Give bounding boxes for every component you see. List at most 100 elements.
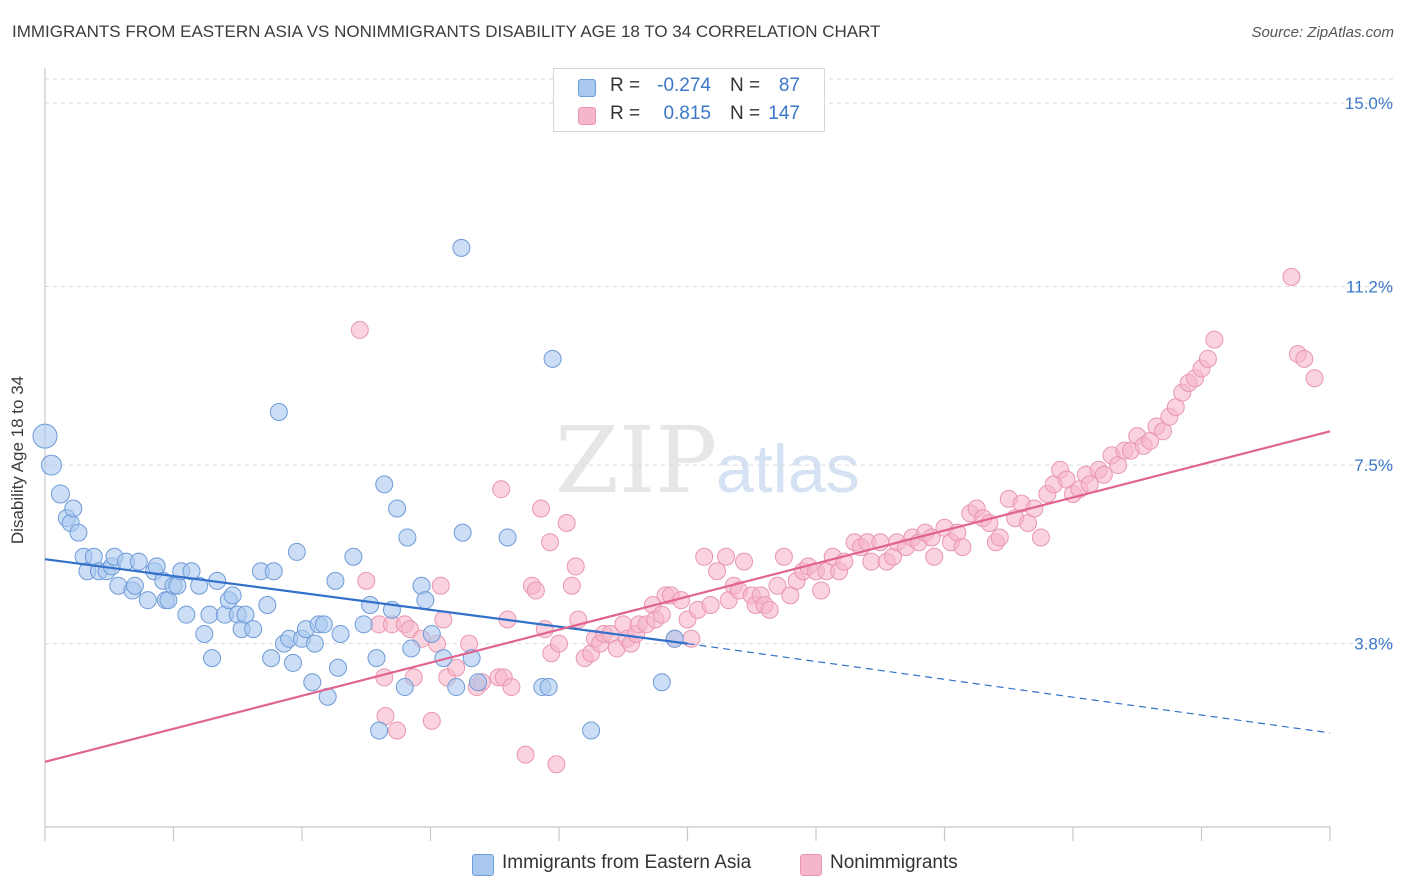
data-point-nonimmigrants: [1198, 349, 1217, 368]
stats-r-label: R =: [610, 103, 641, 124]
stats-row-nonimmigrants: R = 0.815 N = 147: [554, 101, 824, 129]
legend-swatch-pink: [800, 854, 822, 876]
data-point-immigrants: [375, 475, 394, 494]
correlation-stats-box: R = -0.274 N = 87 R = 0.815 N = 147: [553, 68, 825, 132]
data-point-immigrants: [32, 423, 58, 449]
trend-lines: [44, 430, 1331, 763]
data-point-immigrants: [50, 484, 70, 504]
y-tick-label: 11.2%: [1346, 278, 1393, 297]
data-point-immigrants: [138, 591, 157, 610]
data-point-nonimmigrants: [388, 721, 407, 740]
y-tick-label: 15.0%: [1345, 94, 1393, 113]
legend-label: Immigrants from Eastern Asia: [502, 852, 752, 873]
data-point-nonimmigrants: [768, 576, 787, 595]
data-point-immigrants: [262, 649, 281, 668]
stats-r-label: R =: [610, 75, 641, 96]
data-point-immigrants: [447, 678, 466, 697]
stats-swatch-pink: [578, 107, 596, 125]
data-point-immigrants: [370, 721, 389, 740]
data-point-immigrants: [200, 605, 219, 624]
scatter-chart: ZIP atlas 3.8%7.5%11.2%15.0% 0.0%100.0%: [32, 68, 1393, 841]
data-point-nonimmigrants: [434, 610, 453, 629]
stats-n-label: N =: [730, 103, 761, 124]
data-point-immigrants: [344, 547, 363, 566]
data-point-immigrants: [665, 629, 684, 648]
data-point-immigrants: [539, 678, 558, 697]
data-point-immigrants: [129, 552, 148, 571]
watermark-atlas: atlas: [716, 431, 860, 507]
data-point-nonimmigrants: [532, 499, 551, 518]
data-point-nonimmigrants: [502, 678, 521, 697]
data-point-immigrants: [498, 528, 517, 547]
data-point-immigrants: [244, 620, 263, 639]
data-point-nonimmigrants: [566, 557, 585, 576]
stats-r-value: 0.815: [663, 103, 711, 124]
data-point-immigrants: [305, 634, 324, 653]
data-point-immigrants: [652, 673, 671, 692]
data-point-nonimmigrants: [357, 571, 376, 590]
data-point-immigrants: [287, 542, 306, 561]
data-point-immigrants: [190, 576, 209, 595]
data-point-nonimmigrants: [925, 547, 944, 566]
data-point-immigrants: [402, 639, 421, 658]
data-point-nonimmigrants: [550, 634, 568, 653]
data-point-nonimmigrants: [990, 528, 1009, 547]
data-point-immigrants: [398, 528, 417, 547]
data-point-nonimmigrants: [862, 552, 881, 571]
trend-line-immigrants: [44, 558, 688, 645]
data-point-nonimmigrants: [562, 576, 581, 595]
legend-swatch-blue: [472, 854, 494, 876]
data-point-nonimmigrants: [431, 576, 450, 595]
data-point-nonimmigrants: [375, 668, 394, 687]
data-point-nonimmigrants: [350, 320, 369, 339]
data-point-nonimmigrants: [422, 711, 441, 730]
data-point-nonimmigrants: [526, 581, 545, 600]
series-nonimmigrants: [350, 267, 1324, 774]
y-tick-label: 7.5%: [1354, 456, 1393, 475]
data-point-nonimmigrants: [1205, 330, 1224, 349]
data-point-nonimmigrants: [547, 755, 566, 774]
data-point-immigrants: [269, 402, 288, 421]
data-point-immigrants: [125, 576, 144, 595]
data-point-immigrants: [388, 499, 407, 518]
data-point-immigrants: [182, 562, 201, 581]
data-point-nonimmigrants: [953, 538, 972, 557]
data-point-nonimmigrants: [400, 620, 419, 639]
data-point-immigrants: [422, 624, 441, 643]
watermark-zip: ZIP: [555, 407, 717, 514]
stats-n-value: 87: [778, 75, 800, 96]
data-point-nonimmigrants: [717, 547, 736, 566]
data-point-immigrants: [469, 673, 488, 692]
data-point-nonimmigrants: [735, 552, 754, 571]
data-point-immigrants: [326, 571, 345, 590]
data-point-immigrants: [416, 591, 435, 610]
data-point-immigrants: [258, 596, 277, 615]
data-point-immigrants: [40, 454, 62, 476]
data-point-nonimmigrants: [1305, 369, 1324, 388]
data-point-nonimmigrants: [1282, 267, 1301, 286]
data-point-immigrants: [177, 605, 196, 624]
legend: Immigrants from Eastern Asia Nonimmigran…: [0, 850, 1406, 878]
data-point-immigrants: [328, 658, 347, 677]
y-tick-labels: 3.8% 7.5% 11.2% 15.0%: [1345, 94, 1393, 653]
data-point-nonimmigrants: [541, 533, 560, 552]
data-point-immigrants: [582, 721, 601, 740]
data-point-immigrants: [264, 562, 283, 581]
data-point-immigrants: [395, 678, 414, 697]
data-point-nonimmigrants: [1295, 349, 1314, 368]
series-immigrants-eastern-asia: [32, 238, 684, 740]
source-credit: Source: ZipAtlas.com: [1251, 24, 1394, 41]
data-point-immigrants: [69, 523, 88, 542]
data-point-immigrants: [367, 649, 386, 668]
data-point-nonimmigrants: [1094, 465, 1113, 484]
data-point-immigrants: [331, 624, 350, 643]
data-point-immigrants: [284, 653, 303, 672]
data-point-nonimmigrants: [812, 581, 831, 600]
watermark: ZIP atlas: [555, 407, 860, 514]
data-point-immigrants: [453, 523, 472, 542]
y-tick-label: 3.8%: [1354, 635, 1393, 654]
stats-r-value: -0.274: [657, 75, 711, 96]
data-point-immigrants: [543, 349, 562, 368]
data-point-nonimmigrants: [708, 562, 727, 581]
data-point-immigrants: [236, 605, 255, 624]
